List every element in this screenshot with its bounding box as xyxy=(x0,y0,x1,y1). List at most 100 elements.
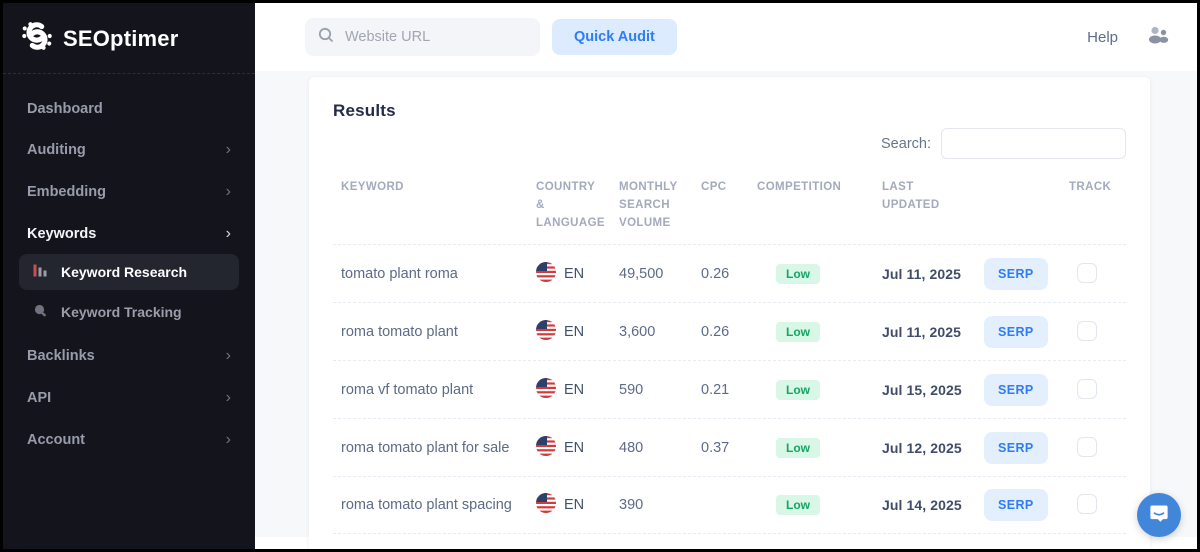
table-row: roma tomato plant spacing EN 390 Low Jul… xyxy=(333,476,1126,535)
sidebar: SEOptimer Dashboard Auditing › Embedding… xyxy=(3,3,255,549)
serp-button[interactable]: SERP xyxy=(984,431,1048,464)
track-checkbox[interactable] xyxy=(1077,320,1097,341)
table-row: roma tomato plant for sale EN 480 0.37 L… xyxy=(333,418,1126,476)
help-link[interactable]: Help xyxy=(1087,28,1118,46)
serp-cell: SERP xyxy=(984,257,1069,290)
serp-button[interactable]: SERP xyxy=(984,373,1048,406)
country-language-cell: EN xyxy=(536,319,619,344)
track-checkbox[interactable] xyxy=(1077,494,1097,515)
competition-badge: Low xyxy=(776,321,820,342)
serp-button[interactable]: SERP xyxy=(984,315,1048,348)
last-updated-cell: Jul 15, 2025 xyxy=(882,381,962,398)
us-flag-icon xyxy=(536,319,556,344)
sidebar-nav: Dashboard Auditing › Embedding › Keyword… xyxy=(3,86,255,458)
sidebar-item-account[interactable]: Account › xyxy=(27,431,231,448)
website-url-input[interactable] xyxy=(343,28,527,46)
competition-cell: Low xyxy=(757,495,882,516)
us-flag-icon xyxy=(536,435,556,460)
serp-button[interactable]: SERP xyxy=(984,257,1048,290)
competition-badge: Low xyxy=(776,437,820,458)
serp-button[interactable]: SERP xyxy=(984,489,1048,522)
table-search-input[interactable] xyxy=(941,128,1126,159)
chat-widget-button[interactable] xyxy=(1137,493,1181,537)
sidebar-item-embedding[interactable]: Embedding › xyxy=(27,183,231,200)
track-cell xyxy=(1069,436,1126,459)
track-cell xyxy=(1069,378,1126,401)
track-checkbox[interactable] xyxy=(1077,436,1097,457)
sidebar-item-dashboard[interactable]: Dashboard xyxy=(27,101,103,117)
track-cell xyxy=(1069,262,1126,285)
magnifier-icon xyxy=(33,303,48,321)
table-header-row: KEYWORD COUNTRY & LANGUAGE MONTHLY SEARC… xyxy=(333,165,1126,244)
logo-text: SEOptimer xyxy=(63,25,179,51)
volume-cell: 480 xyxy=(619,439,644,456)
bar-chart-icon xyxy=(33,263,48,281)
keyword-cell: roma vf tomato plant xyxy=(341,381,474,398)
competition-cell: Low xyxy=(757,263,882,284)
topbar: Quick Audit Help xyxy=(255,3,1197,71)
us-flag-icon xyxy=(536,377,556,402)
country-language-cell: EN xyxy=(536,493,619,517)
chevron-right-icon: › xyxy=(225,389,231,406)
search-label: Search: xyxy=(881,135,931,152)
competition-cell: Low xyxy=(757,321,882,342)
website-url-field[interactable] xyxy=(305,18,540,56)
col-header-country-language: COUNTRY & LANGUAGE xyxy=(536,181,606,229)
cpc-cell: 0.21 xyxy=(701,381,730,398)
results-title: Results xyxy=(333,101,396,120)
sidebar-item-keyword-tracking[interactable]: Keyword Tracking xyxy=(19,294,239,330)
table-row: roma vf tomato plant EN 590 0.21 Low Jul… xyxy=(333,360,1126,418)
us-flag-icon xyxy=(536,493,556,517)
col-header-monthly-search-volume: MONTHLY SEARCH VOLUME xyxy=(619,181,678,229)
topbar-right: Help xyxy=(1087,25,1171,50)
chevron-right-icon: › xyxy=(225,225,231,242)
competition-badge: Low xyxy=(776,379,820,400)
volume-cell: 390 xyxy=(619,497,644,514)
competition-badge: Low xyxy=(776,263,820,284)
last-updated-cell: Jul 12, 2025 xyxy=(882,439,962,456)
seoptimer-logo-icon xyxy=(21,20,53,57)
logo[interactable]: SEOptimer xyxy=(3,3,255,71)
cpc-cell: 0.37 xyxy=(701,439,730,456)
content-column: Quick Audit Help Results Search: xyxy=(255,3,1197,549)
track-checkbox[interactable] xyxy=(1077,378,1097,399)
chat-icon xyxy=(1148,502,1170,529)
quick-audit-button[interactable]: Quick Audit xyxy=(552,19,677,55)
col-header-keyword: KEYWORD xyxy=(341,181,404,193)
competition-cell: Low xyxy=(757,437,882,458)
serp-cell: SERP xyxy=(984,431,1069,464)
sidebar-item-keywords[interactable]: Keywords › xyxy=(27,225,231,242)
serp-cell: SERP xyxy=(984,489,1069,522)
keyword-cell: roma tomato plant spacing xyxy=(341,497,512,514)
chevron-right-icon: › xyxy=(225,141,231,158)
users-icon[interactable] xyxy=(1145,25,1171,50)
competition-badge: Low xyxy=(776,495,820,516)
cpc-cell: 0.26 xyxy=(701,323,730,340)
table-search: Search: xyxy=(333,128,1126,159)
chevron-right-icon: › xyxy=(225,183,231,200)
col-header-competition: COMPETITION xyxy=(757,181,842,193)
col-header-cpc: CPC xyxy=(701,181,727,193)
chevron-right-icon: › xyxy=(225,347,231,364)
sidebar-item-api[interactable]: API › xyxy=(27,389,231,406)
volume-cell: 49,500 xyxy=(619,265,664,282)
table-row: roma tomato plant EN 3,600 0.26 Low Jul … xyxy=(333,302,1126,360)
sidebar-item-auditing[interactable]: Auditing › xyxy=(27,141,231,158)
volume-cell: 590 xyxy=(619,381,644,398)
cpc-cell: 0.26 xyxy=(701,265,730,282)
us-flag-icon xyxy=(536,261,556,286)
col-header-track: TRACK xyxy=(1069,181,1112,193)
search-icon xyxy=(318,27,334,48)
sidebar-item-keyword-research[interactable]: Keyword Research xyxy=(19,254,239,290)
keyword-cell: tomato plant roma xyxy=(341,265,458,282)
table-row: tomato plant roma EN 49,500 0.26 Low Jul… xyxy=(333,244,1126,302)
keyword-cell: roma tomato plant for sale xyxy=(341,439,510,456)
last-updated-cell: Jul 11, 2025 xyxy=(882,265,962,282)
country-language-cell: EN xyxy=(536,261,619,286)
chevron-right-icon: › xyxy=(225,431,231,448)
track-cell xyxy=(1069,320,1126,343)
track-checkbox[interactable] xyxy=(1077,262,1097,283)
main-area: Results Search: KEYWORD COUNTRY & LANGUA… xyxy=(255,71,1197,549)
sidebar-item-backlinks[interactable]: Backlinks › xyxy=(27,347,231,364)
